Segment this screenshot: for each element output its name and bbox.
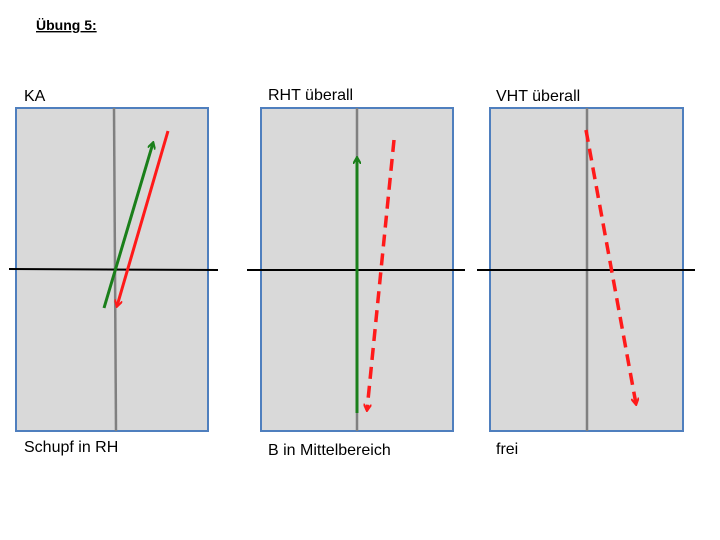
- panel-caption: frei: [496, 441, 518, 458]
- panel-label: VHT überall: [496, 88, 580, 105]
- panel: KA Schupf in RH: [8, 88, 219, 456]
- arrow: [117, 130, 170, 306]
- panel-caption: B in Mittelbereich: [268, 442, 391, 459]
- panel: VHT überall frei: [477, 88, 695, 458]
- arrow: [102, 143, 153, 309]
- arrow: [584, 129, 636, 404]
- panel-label: KA: [24, 88, 46, 105]
- arrow: [367, 139, 396, 410]
- panel: RHT überall B in Mittelbereich: [247, 87, 465, 459]
- panel-label: RHT überall: [268, 87, 353, 104]
- net: [8, 268, 219, 271]
- title: Übung 5:: [36, 17, 97, 33]
- panel-caption: Schupf in RH: [24, 439, 118, 456]
